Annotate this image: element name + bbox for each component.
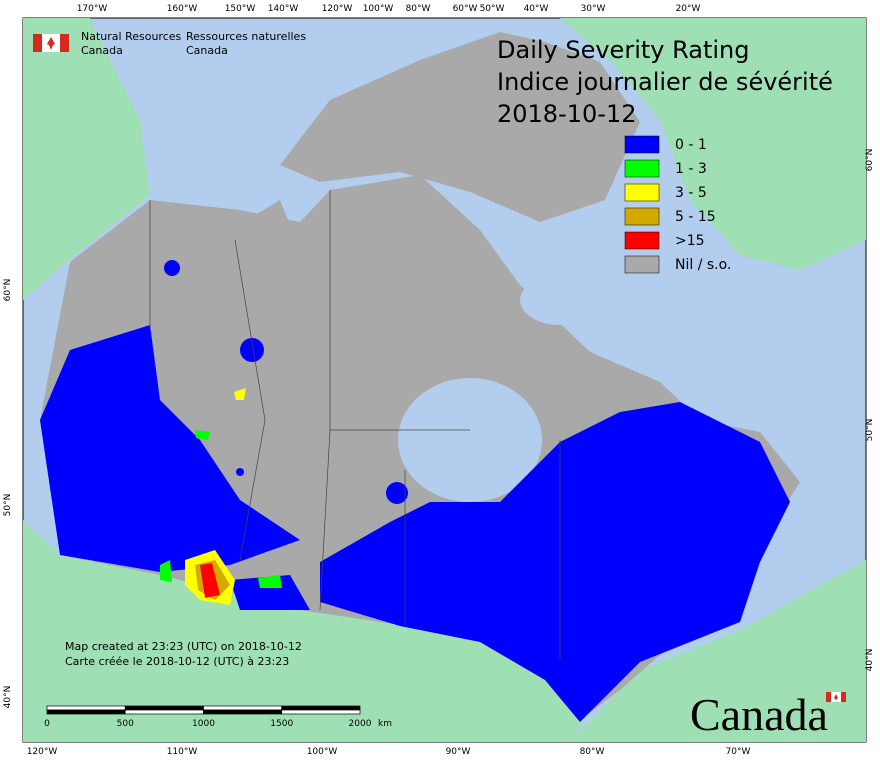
legend-label: 5 - 15: [675, 209, 716, 225]
graticule-label: 40°N: [865, 649, 875, 672]
legend-label: Nil / s.o.: [675, 257, 731, 273]
scale-unit: km: [378, 719, 392, 729]
canada-wordmark: Canada: [690, 689, 828, 740]
graticule-label: 30°W: [581, 4, 606, 14]
legend-swatch: [624, 183, 660, 202]
agency-en: Natural Resources: [81, 30, 182, 43]
map-date: 2018-10-12: [497, 100, 636, 128]
agency-fr: Canada: [186, 44, 228, 57]
scale-segment: [281, 705, 361, 711]
wordmark-flag: [826, 692, 846, 702]
graticule-label: 20°W: [676, 4, 701, 14]
scale-segment: [46, 705, 126, 711]
scale-label: 1000: [192, 719, 215, 729]
graticule-label: 40°W: [524, 4, 549, 14]
boundaries: [149, 190, 561, 660]
map-title: Indice journalier de sévérité: [497, 68, 833, 96]
agency-fr: Ressources naturelles: [186, 30, 306, 43]
legend-swatch: [624, 255, 660, 274]
scale-segment: [124, 709, 204, 715]
credit: Map created at 23:23 (UTC) on 2018-10-12: [65, 640, 302, 653]
legend-label: 0 - 1: [675, 137, 707, 153]
scale-segment: [203, 709, 283, 715]
map-title: Daily Severity Rating: [497, 36, 749, 64]
graticule-label: 60°N: [865, 149, 875, 172]
graticule-label: 70°W: [726, 747, 751, 757]
graticule-label: 120°W: [322, 4, 353, 14]
legend-swatch: [624, 231, 660, 250]
graticule-label: 80°W: [406, 4, 431, 14]
nrcan-flag: [33, 34, 69, 52]
graticule-label: 100°W: [363, 4, 394, 14]
legend-swatch: [624, 159, 660, 178]
graticule-label: 90°W: [446, 747, 471, 757]
legend-label: 1 - 3: [675, 161, 707, 177]
graticule-label: 60°W: [453, 4, 478, 14]
legend-label: 3 - 5: [675, 185, 707, 201]
graticule-label: 110°W: [167, 747, 198, 757]
graticule-label: 80°W: [580, 747, 605, 757]
scale-label: 1500: [270, 719, 293, 729]
scale-segment: [203, 705, 283, 711]
legend-swatch: [624, 207, 660, 226]
graticule-label: 140°W: [268, 4, 299, 14]
scale-label: 2000: [349, 719, 372, 729]
scale-segment: [281, 709, 361, 715]
graticule-label: 40°N: [3, 686, 13, 709]
severity-areas: [40, 260, 790, 722]
graticule-label: 100°W: [307, 747, 338, 757]
graticule-label: 170°W: [77, 4, 108, 14]
graticule-label: 50°N: [865, 419, 875, 442]
graticule-label: 50°N: [3, 494, 13, 517]
scale-segment: [124, 705, 204, 711]
graticule-label: 150°W: [225, 4, 256, 14]
legend-swatch: [624, 135, 660, 154]
graticule-label: 120°W: [27, 747, 58, 757]
legend-label: >15: [675, 233, 705, 249]
scale-segment: [46, 709, 126, 715]
scale-label: 0: [44, 719, 50, 729]
graticule-label: 60°N: [3, 279, 13, 302]
agency-en: Canada: [81, 44, 123, 57]
scale-label: 500: [117, 719, 134, 729]
graticule-label: 50°W: [480, 4, 505, 14]
graticule-label: 160°W: [167, 4, 198, 14]
credit: Carte créée le 2018-10-12 (UTC) à 23:23: [65, 655, 289, 668]
